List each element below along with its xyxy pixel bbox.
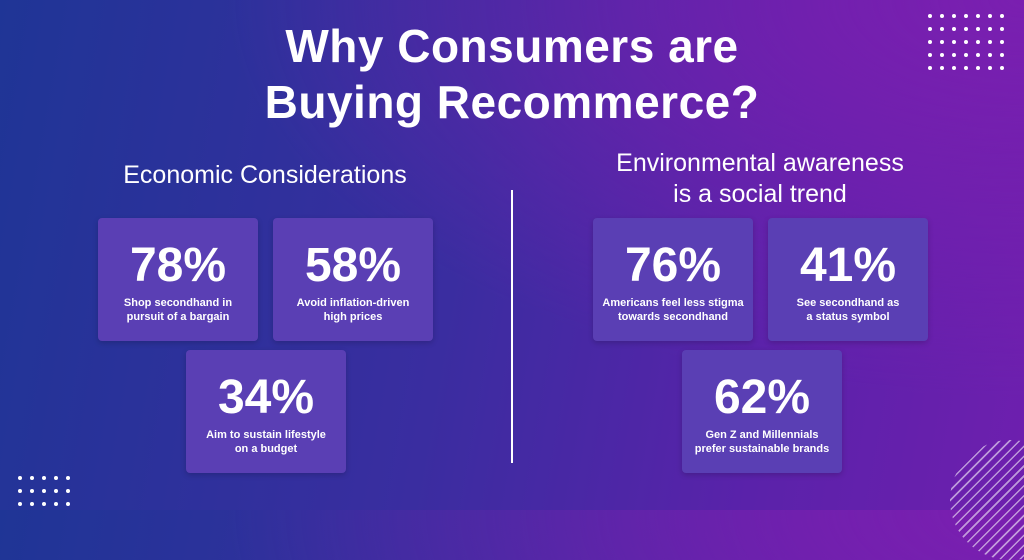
stat-description: Americans feel less stigma towards secon… (597, 296, 749, 324)
stat-description-line: Shop secondhand in (123, 297, 233, 309)
stat-value: 76% (624, 239, 722, 292)
stat-description-line: on a budget (234, 443, 298, 455)
stat-description-line: Aim to sustain lifestyle (206, 429, 326, 441)
title-line-2: Buying Recommerce? (264, 76, 760, 128)
stat-description: Aim to sustain lifestyle on a budget (190, 428, 342, 456)
stat-description-line: See secondhand as (796, 297, 900, 309)
stat-card-stigma: 76% Americans feel less stigma towards s… (593, 218, 753, 341)
striped-circle-decoration (950, 440, 1024, 560)
environmental-heading: Environmental awareness is a social tren… (580, 148, 940, 210)
environmental-heading-line-1: Environmental awareness (616, 149, 904, 177)
section-divider (511, 190, 513, 463)
stat-description-line: Americans feel less stigma (602, 297, 744, 309)
dot-grid-decoration-top (928, 14, 1004, 70)
stat-description-line: a status symbol (806, 311, 890, 323)
stat-description: Avoid inflation-driven high prices (277, 296, 429, 324)
stat-value: 58% (304, 239, 402, 292)
stat-card-inflation: 58% Avoid inflation-driven high prices (273, 218, 433, 341)
page-title: Why Consumers are Buying Recommerce? (0, 18, 1024, 130)
stat-card-bargain: 78% Shop secondhand in pursuit of a barg… (98, 218, 258, 341)
stat-card-status-symbol: 41% See secondhand as a status symbol (768, 218, 928, 341)
stat-description-line: Avoid inflation-driven (296, 297, 410, 309)
stat-description: Shop secondhand in pursuit of a bargain (102, 296, 254, 324)
economic-heading: Economic Considerations (123, 161, 407, 189)
stat-description: Gen Z and Millennials prefer sustainable… (686, 428, 838, 456)
stat-description: See secondhand as a status symbol (772, 296, 924, 324)
environmental-heading-line-2: is a social trend (673, 180, 847, 208)
title-line-1: Why Consumers are (285, 20, 739, 72)
stat-description-line: high prices (323, 311, 383, 323)
stat-description-line: pursuit of a bargain (126, 311, 230, 323)
stat-value: 62% (713, 371, 811, 424)
dot-grid-decoration-bottom (18, 476, 70, 506)
stat-description-line: towards secondhand (617, 311, 729, 323)
stat-value: 41% (799, 239, 897, 292)
stat-description-line: Gen Z and Millennials (705, 429, 819, 441)
stat-value: 78% (129, 239, 227, 292)
stat-description-line: prefer sustainable brands (694, 443, 830, 455)
stat-card-budget: 34% Aim to sustain lifestyle on a budget (186, 350, 346, 473)
stat-card-sustainable-brands: 62% Gen Z and Millennials prefer sustain… (682, 350, 842, 473)
stat-value: 34% (217, 371, 315, 424)
